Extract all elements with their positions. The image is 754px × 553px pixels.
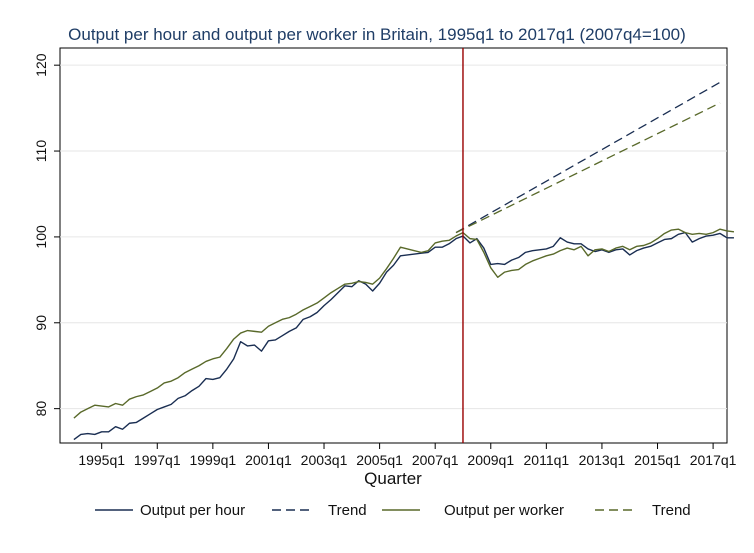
x-tick-label: 2001q1 (245, 452, 292, 468)
plot-area (59, 47, 728, 444)
legend: Output per hour Trend Output per worker Tre… (95, 502, 691, 519)
legend-label-4: Trend (652, 502, 691, 519)
series-layer (73, 81, 735, 441)
x-tick-label: 2011q1 (524, 452, 570, 468)
series-line-1 (73, 231, 734, 441)
x-tick-label: 2003q1 (301, 452, 348, 468)
x-tick-label: 1997q1 (134, 452, 181, 468)
y-axis: 80 90 100 110 120 (33, 53, 60, 416)
legend-label-3: Output per worker (444, 502, 564, 519)
x-tick-label: 2005q1 (356, 452, 403, 468)
y-tick-label: 120 (33, 53, 49, 77)
chart-title: Output per hour and output per worker in… (68, 25, 686, 44)
legend-label-2: Trend (328, 502, 367, 519)
y-tick-label: 100 (33, 225, 49, 249)
x-tick-label: 1995q1 (78, 452, 125, 468)
y-tick-label: 90 (33, 315, 49, 331)
y-tick-label: 80 (33, 401, 49, 417)
x-axis-label: Quarter (364, 469, 422, 488)
x-axis: 1995q1 1997q1 1999q1 2001q1 2003q1 2005q1 2007… (78, 443, 737, 468)
x-tick-label: 2017q1 (690, 452, 737, 468)
y-tick-label: 110 (33, 140, 49, 163)
series-line-4 (455, 102, 721, 234)
series-line-3 (73, 228, 735, 419)
x-tick-label: 2009q1 (467, 452, 514, 468)
series-line-2 (455, 81, 721, 234)
x-tick-label: 1999q1 (189, 452, 236, 468)
gridlines (60, 64, 727, 410)
x-tick-label: 2007q1 (412, 452, 459, 468)
x-tick-label: 2015q1 (634, 452, 681, 468)
legend-label-1: Output per hour (140, 502, 245, 519)
x-tick-label: 2013q1 (579, 452, 626, 468)
